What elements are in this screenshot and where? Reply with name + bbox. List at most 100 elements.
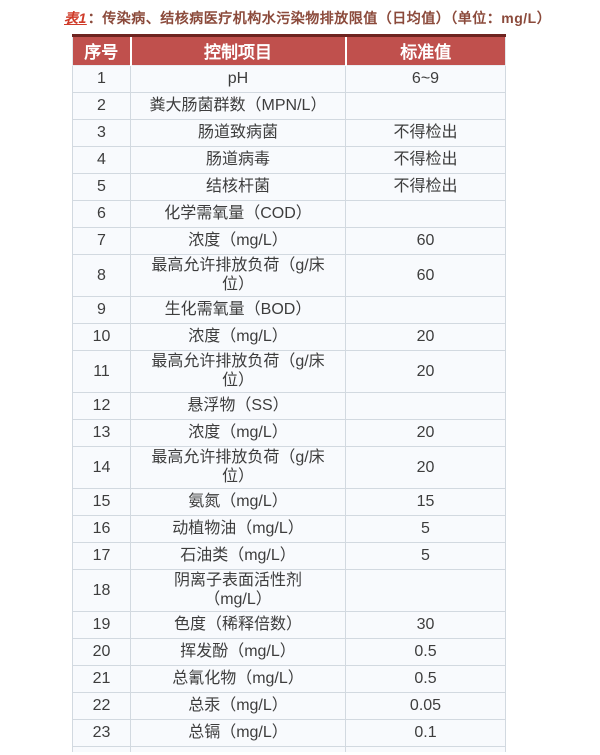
- row-value: 20: [345, 322, 506, 351]
- row-number: 14: [72, 445, 131, 489]
- row-item: 最高允许排放负荷（g/床 位）: [130, 349, 346, 393]
- row-value: 0.1: [345, 718, 506, 747]
- row-number: 6: [72, 199, 131, 228]
- row-item: 总汞（mg/L）: [130, 691, 346, 720]
- column-header-standard-value: 标准值: [344, 33, 506, 66]
- column-header-index: 序号: [72, 33, 132, 66]
- row-number: 12: [72, 391, 131, 420]
- row-number: 17: [72, 541, 131, 570]
- row-item: 粪大肠菌群数（MPN/L）: [130, 91, 346, 120]
- table-row: 14 最高允许排放负荷（g/床 位） 20: [72, 445, 506, 489]
- row-number: 20: [72, 637, 131, 666]
- row-item: 悬浮物（SS）: [130, 391, 346, 420]
- row-value: 60: [345, 253, 506, 297]
- row-number: 15: [72, 487, 131, 516]
- table-caption-label: 表1: [64, 10, 87, 26]
- table-header-row: 序号 控制项目 标准值: [72, 33, 506, 66]
- row-value: 5: [345, 541, 506, 570]
- row-number: 19: [72, 610, 131, 639]
- row-number: 21: [72, 664, 131, 693]
- table-caption: 表1：传染病、结核病医疗机构水污染物排放限值（日均值）（单位：mg/L）: [0, 0, 600, 34]
- row-item: pH: [130, 64, 346, 93]
- table-row: 5 结核杆菌 不得检出: [72, 172, 506, 201]
- row-value: 15: [345, 487, 506, 516]
- table-row: 6 化学需氧量（COD）: [72, 199, 506, 228]
- row-value: 0.5: [345, 637, 506, 666]
- row-item: 动植物油（mg/L）: [130, 514, 346, 543]
- row-number: 5: [72, 172, 131, 201]
- table-header: 序号 控制项目 标准值: [72, 33, 506, 66]
- discharge-limits-table: 序号 控制项目 标准值 1 pH 6~9 2 粪大肠菌群数（MPN/L） 3 肠道致病菌 不得…: [72, 33, 506, 752]
- table-row: 16 动植物油（mg/L） 5: [72, 514, 506, 543]
- row-item: 浓度（mg/L）: [130, 322, 346, 351]
- table-row: 8 最高允许排放负荷（g/床 位） 60: [72, 253, 506, 297]
- row-number: 1: [72, 64, 131, 93]
- row-number: [72, 745, 131, 752]
- row-number: 11: [72, 349, 131, 393]
- row-value: 60: [345, 226, 506, 255]
- table-row: 20 挥发酚（mg/L） 0.5: [72, 637, 506, 666]
- row-value: 不得检出: [345, 172, 506, 201]
- row-item: 生化需氧量（BOD）: [130, 295, 346, 324]
- table-row: 17 石油类（mg/L） 5: [72, 541, 506, 570]
- row-value: 6~9: [345, 64, 506, 93]
- row-value: 20: [345, 445, 506, 489]
- table-row: 12 悬浮物（SS）: [72, 391, 506, 420]
- row-value: 20: [345, 418, 506, 447]
- table-caption-text: ：传染病、结核病医疗机构水污染物排放限值（日均值）（单位：mg/L）: [87, 10, 552, 26]
- row-value: [345, 295, 506, 324]
- row-item: 浓度（mg/L）: [130, 418, 346, 447]
- row-number: 4: [72, 145, 131, 174]
- row-value: 不得检出: [345, 118, 506, 147]
- row-value: 5: [345, 514, 506, 543]
- row-number: 13: [72, 418, 131, 447]
- table-row: 22 总汞（mg/L） 0.05: [72, 691, 506, 720]
- row-item: 浓度（mg/L）: [130, 226, 346, 255]
- row-item: 肠道致病菌: [130, 118, 346, 147]
- row-number: 2: [72, 91, 131, 120]
- row-item: 氨氮（mg/L）: [130, 487, 346, 516]
- row-item: 挥发酚（mg/L）: [130, 637, 346, 666]
- table-row: 18 阴离子表面活性剂 （mg/L）: [72, 568, 506, 612]
- table-row: 9 生化需氧量（BOD）: [72, 295, 506, 324]
- row-value: 不得检出: [345, 145, 506, 174]
- table-row: 4 肠道病毒 不得检出: [72, 145, 506, 174]
- table-body: 1 pH 6~9 2 粪大肠菌群数（MPN/L） 3 肠道致病菌 不得检出 4 肠道病毒 不得检出 5…: [72, 64, 506, 752]
- table-row: 3 肠道致病菌 不得检出: [72, 118, 506, 147]
- row-number: 7: [72, 226, 131, 255]
- table-row: 19 色度（稀释倍数） 30: [72, 610, 506, 639]
- row-value: [345, 91, 506, 120]
- column-header-control-item: 控制项目: [129, 33, 347, 66]
- row-value: 0.5: [345, 664, 506, 693]
- row-item: 肠道病毒: [130, 145, 346, 174]
- row-item: 化学需氧量（COD）: [130, 199, 346, 228]
- row-item: 总氰化物（mg/L）: [130, 664, 346, 693]
- row-value: [345, 199, 506, 228]
- row-number: 22: [72, 691, 131, 720]
- row-item: 结核杆菌: [130, 172, 346, 201]
- table-row: 21 总氰化物（mg/L） 0.5: [72, 664, 506, 693]
- row-item: 色度（稀释倍数）: [130, 610, 346, 639]
- row-item: 阴离子表面活性剂 （mg/L）: [130, 568, 346, 612]
- row-number: 10: [72, 322, 131, 351]
- row-value: [345, 745, 506, 752]
- table-row: 10 浓度（mg/L） 20: [72, 322, 506, 351]
- row-item: 最高允许排放负荷（g/床 位）: [130, 253, 346, 297]
- row-number: 8: [72, 253, 131, 297]
- row-number: 23: [72, 718, 131, 747]
- row-item: 石油类（mg/L）: [130, 541, 346, 570]
- row-value: 30: [345, 610, 506, 639]
- row-item: 总镉（mg/L）: [130, 718, 346, 747]
- row-value: [345, 391, 506, 420]
- row-value: 0.05: [345, 691, 506, 720]
- table-row: 1 pH 6~9: [72, 64, 506, 93]
- table-row: 7 浓度（mg/L） 60: [72, 226, 506, 255]
- table-row: 15 氨氮（mg/L） 15: [72, 487, 506, 516]
- row-item: 最高允许排放负荷（g/床 位）: [130, 445, 346, 489]
- table-row: [72, 745, 506, 752]
- row-value: [345, 568, 506, 612]
- table-row: 11 最高允许排放负荷（g/床 位） 20: [72, 349, 506, 393]
- table-row: 2 粪大肠菌群数（MPN/L）: [72, 91, 506, 120]
- table-row: 13 浓度（mg/L） 20: [72, 418, 506, 447]
